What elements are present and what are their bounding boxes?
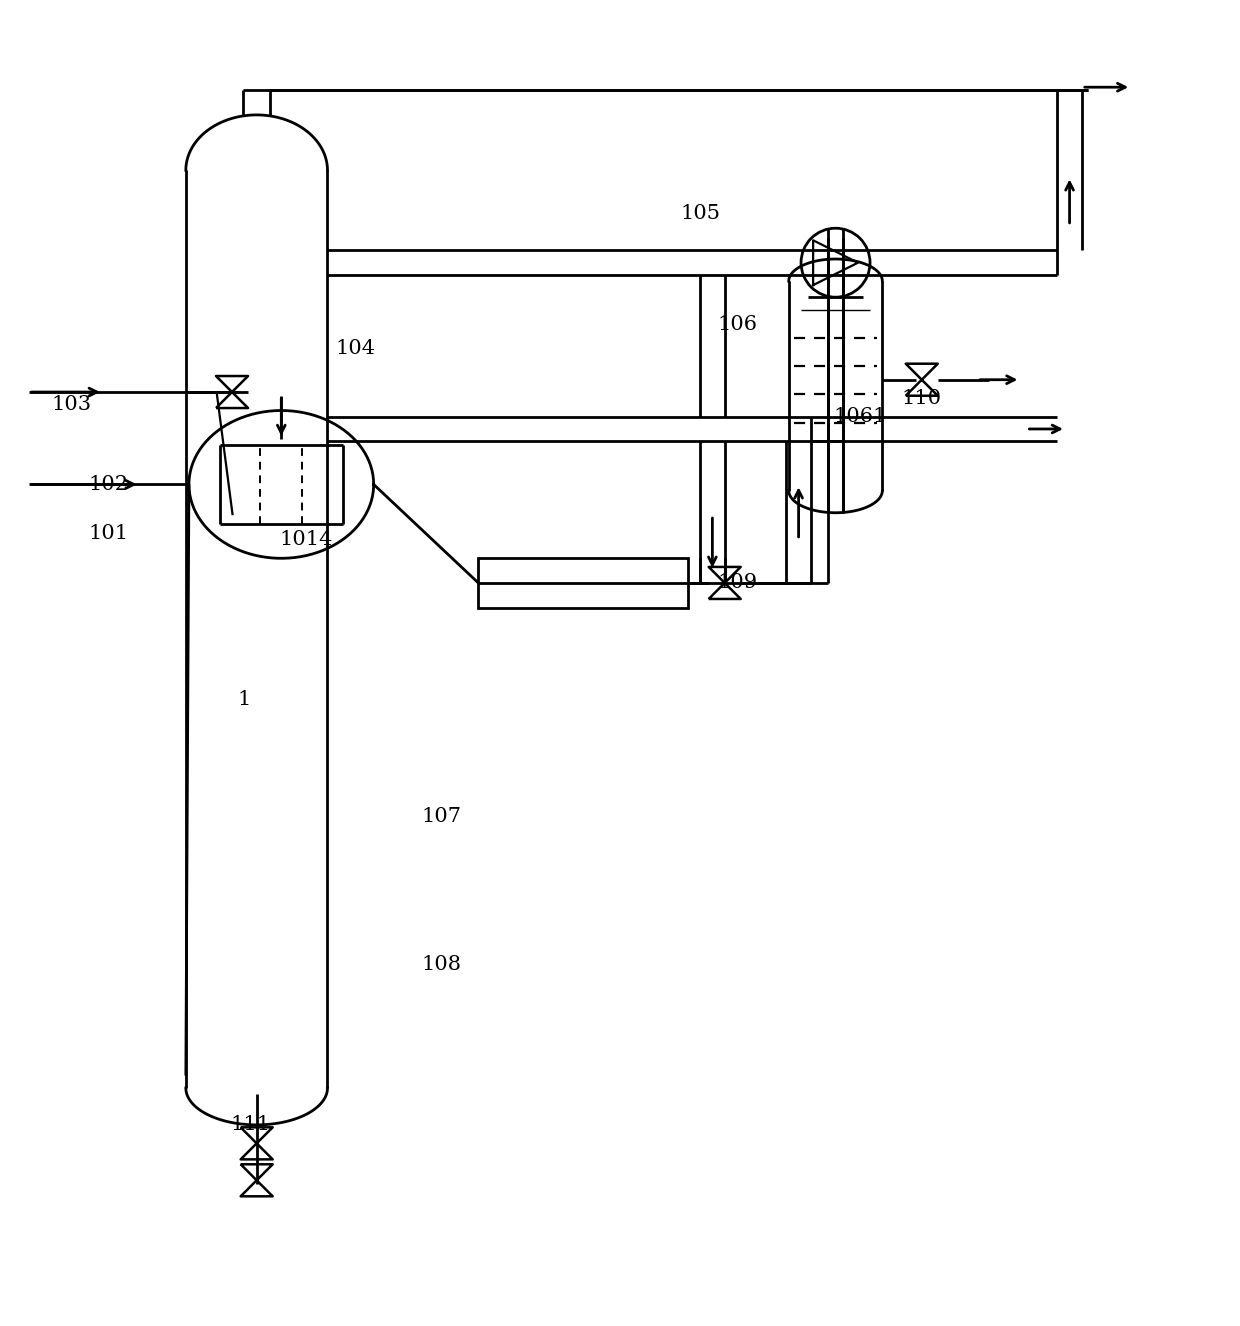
Text: 1061: 1061: [833, 407, 887, 426]
Text: 1014: 1014: [279, 530, 332, 549]
Text: 101: 101: [89, 524, 129, 544]
Text: 104: 104: [335, 339, 376, 358]
Text: 103: 103: [52, 395, 92, 414]
Text: 1: 1: [238, 691, 250, 709]
Text: 105: 105: [680, 204, 720, 223]
Text: 110: 110: [901, 389, 942, 407]
Bar: [479, 558, 688, 607]
Text: 107: 107: [422, 808, 461, 826]
Text: 102: 102: [89, 475, 129, 493]
Text: 111: 111: [231, 1115, 270, 1134]
Text: 106: 106: [717, 314, 756, 334]
Text: 109: 109: [717, 573, 758, 593]
Text: 108: 108: [422, 955, 461, 975]
